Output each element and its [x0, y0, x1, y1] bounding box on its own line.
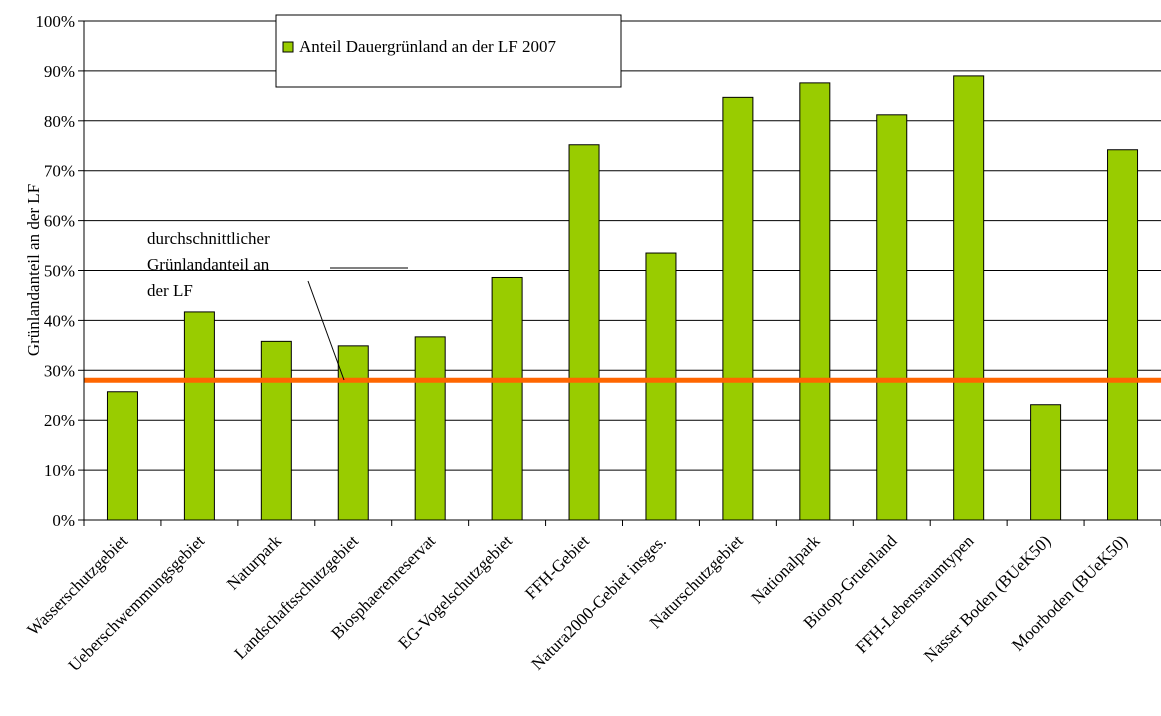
x-tick-label: Nationalpark: [747, 531, 824, 608]
legend-swatch: [282, 41, 294, 53]
bar: [106, 391, 138, 521]
legend: Anteil Dauergrünland an der LF 2007: [275, 14, 622, 88]
y-tick-label: 30%: [44, 361, 75, 380]
x-tick-label: Ueberschwemmungsgebiet: [65, 531, 209, 675]
bar: [876, 114, 908, 521]
bar: [568, 144, 600, 521]
bar: [1030, 404, 1062, 521]
bar: [799, 82, 831, 521]
bar: [645, 252, 677, 521]
bars: [106, 75, 1139, 521]
y-tick-label: 0%: [52, 511, 75, 530]
x-tick-label: Nasser Boden (BUeK50): [920, 531, 1054, 665]
axes: [78, 20, 1161, 526]
annotation-line-2: Grünlandanteil an: [147, 255, 270, 274]
y-tick-label: 80%: [44, 112, 75, 131]
bar: [1107, 149, 1139, 521]
x-tick-label: Landschaftsschutzgebiet: [230, 531, 362, 663]
x-tick-labels: WasserschutzgebietUeberschwemmungsgebiet…: [23, 531, 1131, 675]
bar: [722, 96, 754, 521]
y-tick-label: 60%: [44, 212, 75, 231]
y-tick-label: 40%: [44, 311, 75, 330]
x-tick-label: Naturpark: [223, 531, 286, 594]
y-tick-label: 10%: [44, 461, 75, 480]
y-axis-label: Grünlandanteil an der LF: [24, 184, 43, 356]
annotation-line-3: der LF: [147, 281, 193, 300]
legend-label: Anteil Dauergrünland an der LF 2007: [299, 37, 556, 56]
x-tick-label: FFH-Gebiet: [521, 531, 593, 603]
bar: [491, 276, 523, 521]
bar: [337, 345, 369, 521]
y-tick-label: 70%: [44, 162, 75, 181]
x-tick-label: Natura2000-Gebiet insges.: [527, 531, 669, 673]
y-tick-label: 20%: [44, 411, 75, 430]
y-tick-labels: 0% 10% 20% 30% 40% 50% 60% 70% 80% 90% 100%: [35, 12, 75, 530]
bar: [414, 336, 446, 521]
y-tick-label: 90%: [44, 62, 75, 81]
legend-box: [275, 14, 622, 88]
bar: [183, 311, 215, 521]
annotation-line-1: durchschnittlicher: [147, 229, 270, 248]
bar: [953, 75, 985, 521]
y-tick-label: 50%: [44, 262, 75, 281]
y-tick-label: 100%: [35, 12, 75, 31]
bar: [260, 340, 292, 521]
annotation-leader-pointer: [307, 280, 345, 381]
reference-line-annotation: durchschnittlicher Grünlandanteil an der…: [147, 229, 408, 381]
